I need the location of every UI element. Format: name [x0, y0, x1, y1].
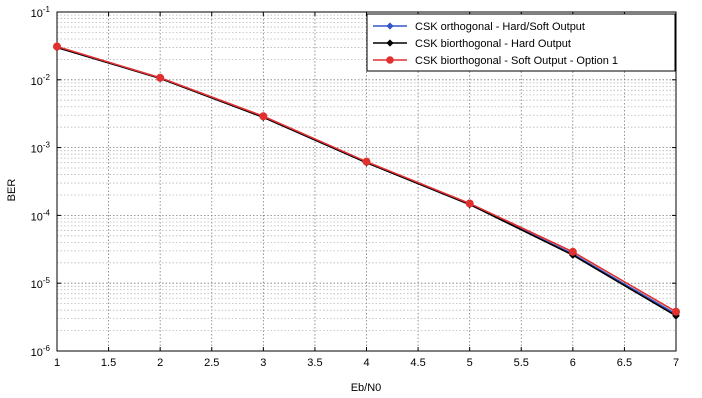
y-tick-label: 10-3 [31, 141, 51, 156]
legend-entry: CSK biorthogonal - Hard Output [373, 38, 571, 50]
x-tick-label: 6 [570, 357, 576, 369]
x-tick-label: 2 [157, 357, 163, 369]
legend-entry: CSK biorthogonal - Soft Output - Option … [373, 55, 618, 67]
data-point [156, 73, 165, 82]
legend-swatch-marker [386, 39, 394, 47]
y-tick-label: 10-1 [31, 5, 51, 20]
legend-label: CSK orthogonal - Hard/Soft Output [415, 21, 585, 33]
data-point [465, 199, 474, 208]
legend-label: CSK biorthogonal - Soft Output - Option … [415, 55, 618, 67]
x-tick-label: 3 [260, 357, 266, 369]
data-point [672, 307, 681, 316]
y-axis-ticks: 10-1 10-2 10-3 10-4 10-5 10-6 [31, 5, 676, 359]
data-point [259, 112, 268, 121]
data-point [362, 157, 371, 166]
x-axis-ticks: 1 1.5 2 2.5 3 3.5 4 4.5 5 5.5 6 6.5 7 [54, 12, 679, 369]
legend: CSK orthogonal - Hard/Soft Output CSK bio… [366, 13, 676, 72]
legend-swatch-marker [386, 56, 394, 64]
y-tick-label: 10-5 [31, 276, 51, 291]
data-point [53, 42, 62, 51]
data-point [568, 247, 577, 256]
x-tick-label: 3.5 [307, 357, 322, 369]
x-tick-label: 2.5 [204, 357, 219, 369]
series-3 [53, 42, 681, 316]
y-axis-label: BER [6, 179, 18, 202]
legend-swatch-marker [386, 22, 394, 30]
x-tick-label: 1.5 [101, 357, 116, 369]
x-tick-label: 5 [467, 357, 473, 369]
y-tick-label: 10-4 [31, 208, 51, 223]
legend-entry: CSK orthogonal - Hard/Soft Output [373, 21, 585, 33]
legend-box [366, 13, 676, 72]
series-layer [53, 42, 681, 320]
y-tick-label: 10-2 [31, 73, 51, 88]
x-tick-label: 4 [363, 357, 369, 369]
x-tick-label: 7 [673, 357, 679, 369]
x-tick-label: 5.5 [514, 357, 529, 369]
x-tick-label: 1 [54, 357, 60, 369]
x-tick-label: 6.5 [617, 357, 632, 369]
x-tick-label: 4.5 [410, 357, 425, 369]
y-tick-label: 10-6 [31, 344, 51, 359]
x-axis-label: Eb/N0 [351, 382, 382, 394]
legend-label: CSK biorthogonal - Hard Output [415, 38, 571, 50]
